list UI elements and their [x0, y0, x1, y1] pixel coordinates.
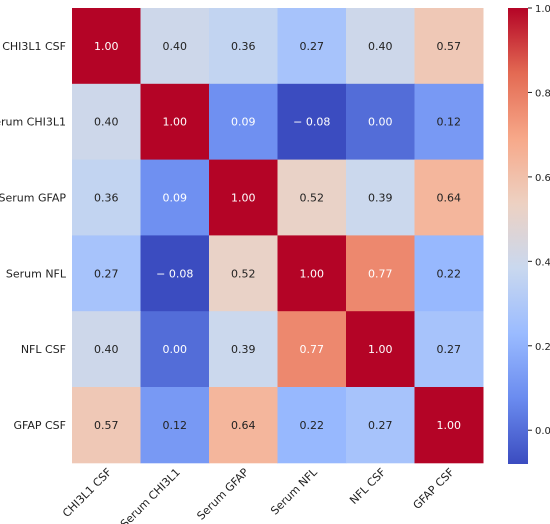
cell-value-label: 0.22	[437, 267, 462, 280]
heatmap-cell	[346, 83, 415, 161]
heatmap-cell	[72, 235, 141, 312]
cell-value-label: 0.39	[368, 192, 393, 205]
heatmap-cells: 1.00 0.40 0.36 0.27 0.40 0.57 0.40 1.00 0.09 − 0.…	[72, 8, 484, 464]
heatmap-cell	[277, 235, 347, 312]
colorbar-tick-label: 0.8	[535, 88, 550, 99]
heatmap-cell	[414, 83, 484, 161]
column-label: NFL CSF	[347, 466, 388, 507]
cell-value-label: 0.39	[231, 343, 256, 356]
column-labels: CHI3L1 CSF Serum CHI3L1 Serum GFAP Serum NF…	[60, 465, 457, 524]
heatmap-cell	[140, 235, 210, 312]
colorbar-tick-label: 0.2	[535, 342, 550, 353]
cell-value-label: 0.27	[368, 419, 393, 432]
cell-value-label: − 0.08	[293, 116, 330, 129]
heatmap-cell	[277, 311, 347, 388]
colorbar-ticks: 0.0 0.2 0.4 0.6 0.8 1.0	[528, 4, 550, 437]
column-label: Serum CHI3L1	[118, 466, 183, 524]
heatmap-cell	[209, 311, 278, 388]
heatmap-cell	[72, 311, 141, 388]
heatmap-cell	[209, 83, 278, 161]
heatmap-cell	[346, 8, 415, 85]
cell-value-label: 1.00	[231, 192, 256, 205]
cell-value-label: 0.57	[94, 419, 119, 432]
cell-value-label: 0.36	[94, 192, 119, 205]
heatmap-cell	[277, 8, 347, 85]
heatmap-cell	[140, 387, 210, 464]
cell-value-label: 0.40	[368, 40, 393, 53]
cell-value-label: 1.00	[300, 267, 325, 280]
cell-value-label: 1.00	[94, 40, 119, 53]
colorbar: 0.0 0.2 0.4 0.6 0.8 1.0	[508, 4, 550, 464]
row-label: Serum NFL	[6, 267, 67, 280]
column-label: GFAP CSF	[411, 466, 457, 512]
cell-value-label: 0.57	[437, 40, 462, 53]
colorbar-tick-label: 0.4	[535, 257, 550, 268]
colorbar-tick-label: 1.0	[535, 4, 550, 15]
colorbar-gradient	[508, 8, 528, 464]
cell-value-label: 0.27	[94, 267, 119, 280]
cell-value-label: 0.52	[231, 267, 256, 280]
cell-value-label: 0.27	[300, 40, 325, 53]
row-label: Serum CHI3L1	[0, 116, 66, 129]
cell-value-label: 0.09	[163, 192, 188, 205]
cell-value-label: 0.36	[231, 40, 256, 53]
heatmap-cell	[414, 159, 484, 236]
heatmap-cell	[414, 235, 484, 312]
colorbar-tick-label: 0.0	[535, 426, 550, 437]
cell-value-label: 0.40	[163, 40, 188, 53]
cell-value-label: 0.64	[437, 192, 462, 205]
cell-value-label: 0.40	[94, 343, 119, 356]
cell-value-label: 0.00	[368, 116, 393, 129]
cell-value-label: 0.77	[368, 267, 393, 280]
cell-value-label: 0.12	[163, 419, 188, 432]
heatmap-cell	[140, 83, 210, 161]
heatmap-cell	[346, 159, 415, 236]
heatmap-cell	[346, 387, 415, 464]
heatmap-cell	[209, 8, 278, 85]
heatmap-cell	[277, 83, 347, 161]
cell-value-label: 0.00	[163, 343, 188, 356]
heatmap-cell	[346, 235, 415, 312]
cell-value-label: 0.12	[437, 116, 462, 129]
column-label: Serum GFAP	[194, 465, 251, 522]
cell-value-label: 0.27	[437, 343, 462, 356]
row-label: NFL CSF	[21, 343, 66, 356]
heatmap-cell	[209, 159, 278, 236]
cell-value-label: 1.00	[437, 419, 462, 432]
column-label: Serum NFL	[268, 465, 320, 517]
heatmap-cell	[140, 8, 210, 85]
heatmap-cell	[72, 8, 141, 85]
cell-value-label: − 0.08	[156, 267, 193, 280]
cell-value-label: 1.00	[163, 116, 188, 129]
cell-value-label: 1.00	[368, 343, 393, 356]
heatmap-cell	[209, 387, 278, 464]
heatmap-cell	[414, 311, 484, 388]
heatmap-cell	[346, 311, 415, 388]
heatmap-cell	[72, 387, 141, 464]
heatmap-cell	[140, 159, 210, 236]
row-label: CHI3L1 CSF	[2, 40, 66, 53]
cell-value-label: 0.22	[300, 419, 325, 432]
column-label: CHI3L1 CSF	[60, 466, 114, 520]
heatmap-cell	[72, 83, 141, 161]
heatmap-cell	[277, 387, 347, 464]
row-labels: CHI3L1 CSF Serum CHI3L1 Serum GFAP Serum NF…	[0, 40, 67, 432]
heatmap-cell	[414, 387, 484, 464]
heatmap-cell	[72, 159, 141, 236]
heatmap-cell	[140, 311, 210, 388]
cell-value-label: 0.52	[300, 192, 325, 205]
heatmap-cell	[414, 8, 484, 85]
cell-value-label: 0.77	[300, 343, 325, 356]
row-label: GFAP CSF	[14, 419, 67, 432]
row-label: Serum GFAP	[0, 192, 66, 205]
heatmap-cell	[209, 235, 278, 312]
cell-value-label: 0.40	[94, 116, 119, 129]
heatmap-cell	[277, 159, 347, 236]
cell-value-label: 0.64	[231, 419, 256, 432]
colorbar-tick-label: 0.6	[535, 173, 550, 184]
cell-value-label: 0.09	[231, 116, 256, 129]
